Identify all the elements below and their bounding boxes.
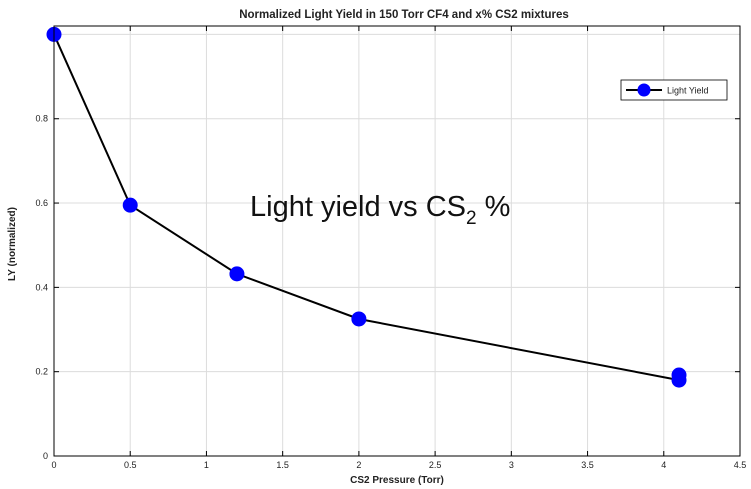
x-tick-label: 0 — [51, 460, 56, 470]
data-point — [671, 367, 687, 383]
y-tick-label: 0 — [43, 451, 48, 461]
legend-label: Light Yield — [667, 86, 709, 96]
legend: Light Yield — [620, 79, 728, 101]
y-tick-label: 0.6 — [35, 198, 48, 208]
x-tick-label: 3.5 — [581, 460, 594, 470]
data-point — [351, 311, 367, 327]
y-tick-label: 0.4 — [35, 282, 48, 292]
x-tick-label: 1.5 — [276, 460, 289, 470]
annotation-subscript: 2 — [466, 208, 477, 229]
plot-frame — [53, 25, 741, 457]
chart-annotation: Light yield vs CS2 % — [250, 191, 510, 229]
data-series — [46, 26, 687, 388]
x-tick-label: 0.5 — [124, 460, 137, 470]
y-tick-label: 0.2 — [35, 367, 48, 377]
legend-marker — [637, 83, 651, 97]
y-axis-label: LY (normalized) — [7, 207, 18, 281]
chart-title: Normalized Light Yield in 150 Torr CF4 a… — [239, 9, 569, 21]
x-tick-label: 2.5 — [429, 460, 442, 470]
x-tick-label: 4 — [661, 460, 666, 470]
annotation-main-text: Light yield vs CS — [250, 191, 466, 223]
annotation-tail-text: % — [477, 191, 511, 223]
x-tick-label: 4.5 — [734, 460, 747, 470]
x-tick-label: 3 — [509, 460, 514, 470]
x-tick-label: 1 — [204, 460, 209, 470]
data-point — [122, 197, 138, 213]
x-tick-label: 2 — [356, 460, 361, 470]
x-axis-label: CS2 Pressure (Torr) — [350, 475, 444, 486]
y-tick-label: 0.8 — [35, 114, 48, 124]
data-point — [229, 266, 245, 282]
